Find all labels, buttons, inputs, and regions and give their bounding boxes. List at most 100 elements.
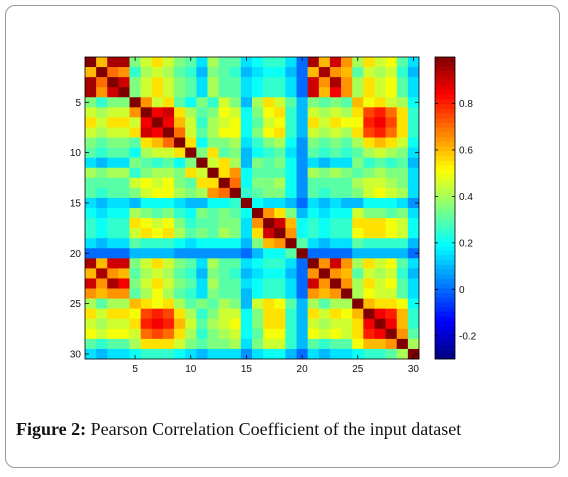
heatmap-cell	[85, 187, 97, 199]
caption-text: Pearson Correlation Coefficient of the i…	[86, 419, 462, 439]
colorbar-segment	[435, 75, 455, 81]
heatmap-cell	[107, 167, 119, 179]
heatmap-cell	[252, 218, 264, 229]
heatmap-cell	[296, 97, 308, 108]
heatmap-cell	[162, 318, 175, 330]
colorbar-segment	[435, 255, 455, 261]
heatmap-cell	[107, 278, 119, 289]
heatmap-cell	[196, 197, 208, 209]
heatmap-cell	[396, 288, 409, 299]
heatmap-cell	[352, 338, 364, 350]
heatmap-cell	[107, 107, 119, 118]
heatmap-cell	[385, 228, 398, 239]
heatmap-cell	[162, 348, 175, 360]
heatmap-cell	[240, 67, 253, 78]
heatmap-cell	[352, 248, 364, 259]
heatmap-cell	[218, 208, 231, 219]
colorbar-segment	[435, 71, 455, 77]
heatmap-cell	[385, 218, 398, 229]
heatmap-cell	[285, 238, 297, 249]
heatmap-cell	[229, 348, 242, 360]
heatmap-cell	[140, 137, 153, 148]
heatmap-cell	[218, 127, 231, 138]
heatmap-cell	[307, 298, 320, 309]
heatmap-cell	[252, 187, 264, 199]
heatmap-cell	[352, 87, 364, 98]
heatmap-cell	[285, 218, 297, 229]
heatmap-cell	[162, 328, 175, 340]
heatmap-cell	[396, 77, 409, 88]
colorbar-segment	[435, 208, 455, 214]
y-tick-label: 20	[70, 249, 82, 260]
heatmap-cell	[329, 218, 342, 229]
heatmap-cell	[374, 197, 386, 209]
heatmap-cell	[385, 197, 398, 209]
heatmap-cell	[307, 238, 320, 249]
heatmap-cell	[174, 228, 186, 239]
heatmap-cell	[307, 288, 320, 299]
heatmap-cell	[363, 328, 375, 340]
heatmap-cell	[263, 348, 275, 360]
heatmap-cell	[174, 77, 186, 88]
heatmap-cell	[151, 87, 164, 98]
colorbar-segment	[435, 99, 455, 105]
heatmap-cell	[374, 147, 386, 158]
heatmap-cell	[207, 107, 219, 118]
heatmap-cell	[385, 328, 398, 340]
heatmap-cell	[240, 328, 253, 340]
heatmap-cell	[329, 87, 342, 98]
colorbar-segment	[435, 274, 455, 280]
heatmap-cell	[363, 298, 375, 309]
heatmap-cell	[341, 318, 353, 330]
heatmap-cell	[396, 208, 409, 219]
heatmap-cell	[118, 197, 130, 209]
heatmap-cell	[240, 208, 253, 219]
heatmap-cell	[329, 318, 342, 330]
heatmap-cell	[151, 298, 164, 309]
heatmap-cell	[107, 238, 119, 249]
colorbar-segment	[435, 90, 455, 96]
heatmap-cell	[85, 197, 97, 209]
heatmap-cell	[196, 328, 208, 340]
heatmap-cell	[329, 298, 342, 309]
heatmap-cell	[207, 208, 219, 219]
heatmap-cell	[240, 228, 253, 239]
heatmap-cell	[129, 238, 141, 249]
heatmap-cell	[341, 268, 353, 279]
heatmap-cell	[307, 218, 320, 229]
heatmap-cell	[285, 288, 297, 299]
heatmap-cell	[162, 127, 175, 138]
heatmap-cell	[407, 87, 420, 98]
heatmap-cell	[396, 117, 409, 128]
heatmap-cell	[118, 187, 130, 199]
heatmap-cell	[363, 167, 375, 179]
heatmap-cell	[174, 167, 186, 179]
heatmap-cell	[196, 238, 208, 249]
heatmap-cell	[229, 147, 242, 158]
heatmap-cell	[263, 288, 275, 299]
heatmap-cell	[240, 77, 253, 88]
heatmap-cell	[118, 137, 130, 148]
heatmap-cell	[274, 288, 286, 299]
heatmap-cell	[252, 298, 264, 309]
heatmap-cell	[341, 77, 353, 88]
heatmap-cell	[352, 268, 364, 279]
heatmap-cell	[107, 137, 119, 148]
heatmap-cell	[329, 57, 342, 68]
heatmap-cell	[341, 87, 353, 98]
colorbar-segment	[435, 137, 455, 143]
colorbar-segment	[435, 165, 455, 171]
heatmap-cell	[407, 127, 420, 138]
heatmap-cell	[396, 187, 409, 199]
heatmap-cell	[352, 298, 364, 309]
heatmap-cell	[374, 157, 386, 169]
heatmap-cell	[285, 208, 297, 219]
colorbar-segment	[435, 340, 455, 346]
heatmap-cell	[96, 278, 108, 289]
heatmap-cell	[374, 308, 386, 320]
heatmap-cell	[185, 288, 197, 299]
colorbar-segment	[435, 316, 455, 322]
heatmap-cell	[140, 87, 153, 98]
heatmap-cell	[263, 87, 275, 98]
heatmap-cell	[374, 208, 386, 219]
